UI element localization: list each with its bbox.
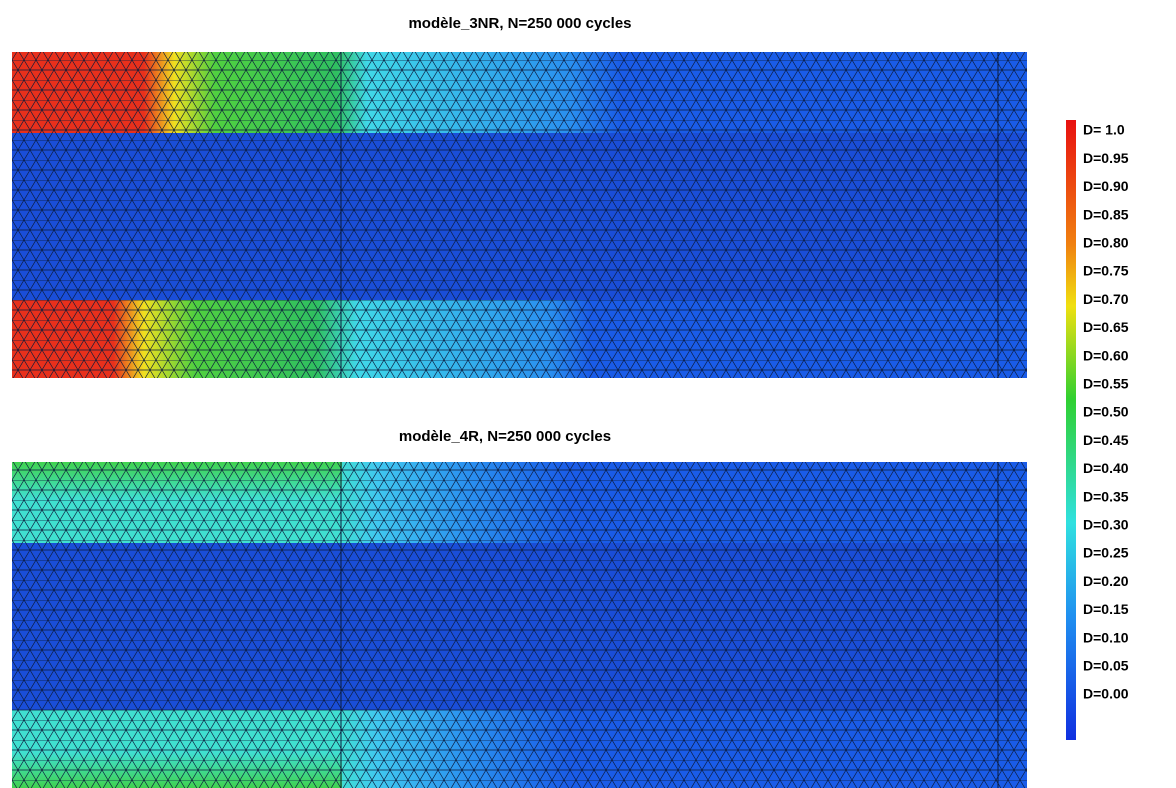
legend-label: D=0.25 [1083,545,1129,561]
legend-label: D=0.90 [1083,178,1129,194]
legend-label: D=0.30 [1083,517,1129,533]
legend-label: D=0.05 [1083,658,1129,674]
plot-title: modèle_4R, N=250 000 cycles [399,428,611,445]
legend-label: D=0.20 [1083,573,1129,589]
legend-label: D=0.60 [1083,347,1129,363]
legend-label: D=0.80 [1083,235,1129,251]
legend-label: D=0.55 [1083,376,1129,392]
legend-label: D=0.75 [1083,263,1129,279]
legend-label: D=0.70 [1083,291,1129,307]
legend-label: D=0.95 [1083,150,1129,166]
legend-label: D=0.45 [1083,432,1129,448]
legend-label: D=0.40 [1083,460,1129,476]
legend-label: D=0.85 [1083,206,1129,222]
legend-label: D=0.00 [1083,686,1129,702]
legend-label: D=0.35 [1083,488,1129,504]
plot-title: modèle_3NR, N=250 000 cycles [408,15,631,32]
legend-label: D=0.10 [1083,629,1129,645]
legend-label: D=0.65 [1083,319,1129,335]
color-bar [1066,120,1076,740]
legend: D= 1.0 D=0.95 D=0.90 D=0.85 D=0.80 D=0.75 D=0.… [1083,122,1129,702]
legend-label: D=0.15 [1083,601,1129,617]
legend-label: D= 1.0 [1083,122,1125,138]
mesh-plot [12,462,1027,788]
mesh-plot [12,52,1027,378]
legend-label: D=0.50 [1083,404,1129,420]
